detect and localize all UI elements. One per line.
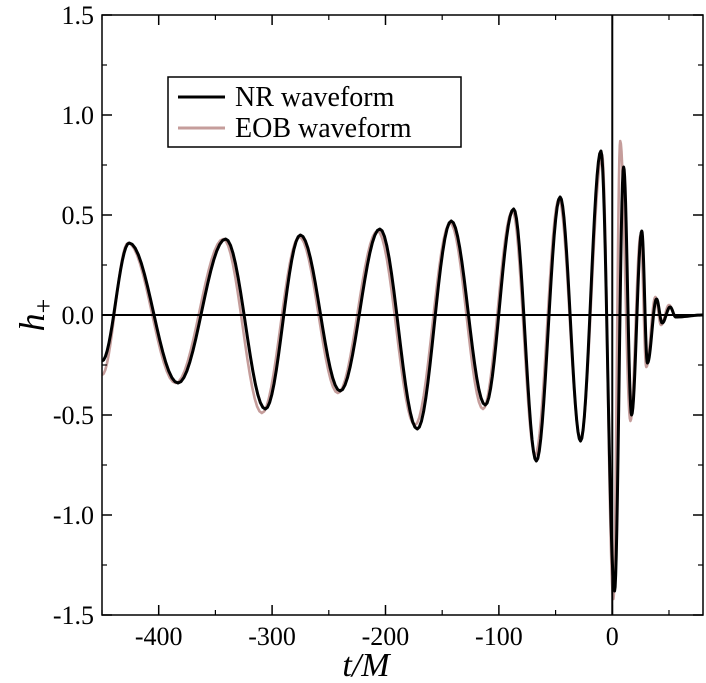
x-tick-label: 0 xyxy=(606,622,619,651)
x-tick-label: -300 xyxy=(248,622,296,651)
y-tick-label: 0.0 xyxy=(62,301,95,330)
y-tick-label: 1.0 xyxy=(62,101,95,130)
legend-label-eob: EOB waveform xyxy=(235,113,412,144)
y-tick-label: -0.5 xyxy=(53,401,94,430)
reference-lines xyxy=(102,15,703,615)
y-tick-label: -1.5 xyxy=(53,601,94,630)
y-tick-label: 1.5 xyxy=(62,1,95,30)
series-line-nr xyxy=(102,149,703,593)
series-layer xyxy=(102,139,703,601)
legend: NR waveform EOB waveform xyxy=(167,76,462,148)
axis-ticks: -400 -300 -200 -100 0 -1.5 -1.0 -0.5 0.0 0.5 1.0 1.… xyxy=(53,1,703,651)
legend-label-nr: NR waveform xyxy=(235,82,395,113)
x-tick-label: -400 xyxy=(135,622,183,651)
y-tick-label: -1.0 xyxy=(53,501,94,530)
legend-box xyxy=(167,76,462,148)
x-tick-label: -200 xyxy=(362,622,410,651)
x-tick-label: -100 xyxy=(475,622,523,651)
y-tick-label: 0.5 xyxy=(62,201,95,230)
x-axis-title: t/M xyxy=(342,647,391,683)
